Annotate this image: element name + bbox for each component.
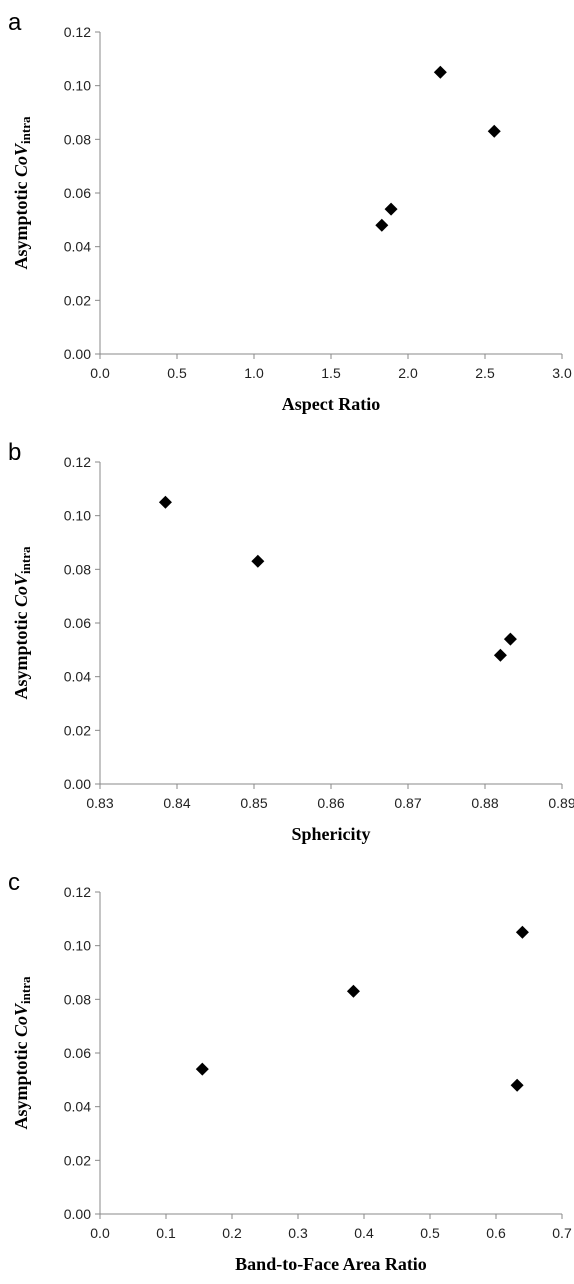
x-tick-label: 0.88: [471, 795, 498, 811]
x-tick-label: 0.0: [90, 365, 110, 381]
data-point-diamond: [251, 554, 265, 568]
x-tick-label: 2.0: [398, 365, 418, 381]
y-tick-label: 0.00: [64, 346, 91, 362]
chart-panel-c: c 0.00 0.02 0.04 0.06 0.08 0.10 0.12 0.0 0.1 0.2 0.…: [0, 860, 574, 1284]
x-tick-label: 0.85: [240, 795, 267, 811]
x-tick-label: 1.0: [244, 365, 264, 381]
chart-panel-a: a 0.00 0.02 0.04 0.06 0.08 0.10 0.12 0.0 0.5 1.0 1.…: [0, 0, 574, 424]
data-point-diamond: [195, 1062, 209, 1076]
y-axis-title: Asymptotic CoVintra: [11, 116, 33, 269]
x-tick-label: 0.83: [86, 795, 113, 811]
y-tick-label: 0.04: [64, 239, 91, 255]
data-point-diamond: [493, 648, 507, 662]
x-tick-label: 0.5: [167, 365, 187, 381]
data-point-diamond: [346, 984, 360, 998]
x-tick-label: 0.5: [420, 1225, 440, 1241]
x-tick-label: 1.5: [321, 365, 341, 381]
y-tick-label: 0.08: [64, 131, 91, 147]
y-tick-label: 0.02: [64, 722, 91, 738]
panel-label: c: [8, 869, 20, 896]
y-tick-label: 0.12: [64, 454, 91, 470]
y-tick-label: 0.04: [64, 669, 91, 685]
y-tick-label: 0.08: [64, 561, 91, 577]
y-tick-label: 0.02: [64, 292, 91, 308]
x-tick-label: 0.84: [163, 795, 190, 811]
x-tick-label: 2.5: [475, 365, 495, 381]
y-axis-title: Asymptotic CoVintra: [11, 976, 33, 1129]
data-point-diamond: [503, 632, 517, 646]
y-tick-label: 0.00: [64, 776, 91, 792]
x-tick-label: 0.87: [394, 795, 421, 811]
data-point-diamond: [487, 124, 501, 138]
y-tick-label: 0.06: [64, 615, 91, 631]
x-tick-label: 0.1: [156, 1225, 176, 1241]
y-tick-label: 0.12: [64, 884, 91, 900]
y-tick-label: 0.06: [64, 1045, 91, 1061]
y-tick-label: 0.10: [64, 938, 91, 954]
x-tick-label: 0.6: [486, 1225, 506, 1241]
x-tick-label: 0.2: [222, 1225, 242, 1241]
x-tick-label: 3.0: [552, 365, 572, 381]
x-tick-label: 0.4: [354, 1225, 374, 1241]
y-tick-label: 0.02: [64, 1152, 91, 1168]
x-tick-label: 0.7: [552, 1225, 572, 1241]
y-tick-label: 0.10: [64, 508, 91, 524]
data-point-diamond: [384, 202, 398, 216]
x-axis-title: Band-to-Face Area Ratio: [235, 1254, 427, 1273]
scatter-plot-a: a 0.00 0.02 0.04 0.06 0.08 0.10 0.12 0.0 0.5 1.0 1.…: [8, 9, 572, 414]
y-tick-label: 0.00: [64, 1206, 91, 1222]
data-point-diamond: [515, 925, 529, 939]
x-tick-label: 0.89: [548, 795, 574, 811]
y-tick-label: 0.04: [64, 1099, 91, 1115]
data-point-diamond: [510, 1078, 524, 1092]
x-tick-label: 0.0: [90, 1225, 110, 1241]
x-axis-title: Aspect Ratio: [282, 394, 380, 414]
panel-label: b: [8, 439, 21, 466]
data-point-diamond: [375, 218, 389, 232]
y-tick-label: 0.12: [64, 24, 91, 40]
chart-panel-b: b 0.00 0.02 0.04 0.06 0.08 0.10 0.12 0.83 0.84 0.8…: [0, 430, 574, 854]
x-tick-label: 0.3: [288, 1225, 308, 1241]
data-point-diamond: [433, 65, 447, 79]
panel-label: a: [8, 9, 22, 36]
scatter-plot-c: c 0.00 0.02 0.04 0.06 0.08 0.10 0.12 0.0 0.1 0.2 0.…: [8, 869, 572, 1273]
y-tick-label: 0.06: [64, 185, 91, 201]
data-point-diamond: [158, 495, 172, 509]
scatter-plot-b: b 0.00 0.02 0.04 0.06 0.08 0.10 0.12 0.83 0.84 0.8…: [8, 439, 574, 844]
y-axis-title: Asymptotic CoVintra: [11, 546, 33, 699]
y-tick-label: 0.08: [64, 991, 91, 1007]
y-tick-label: 0.10: [64, 78, 91, 94]
x-tick-label: 0.86: [317, 795, 344, 811]
x-axis-title: Sphericity: [292, 824, 371, 844]
